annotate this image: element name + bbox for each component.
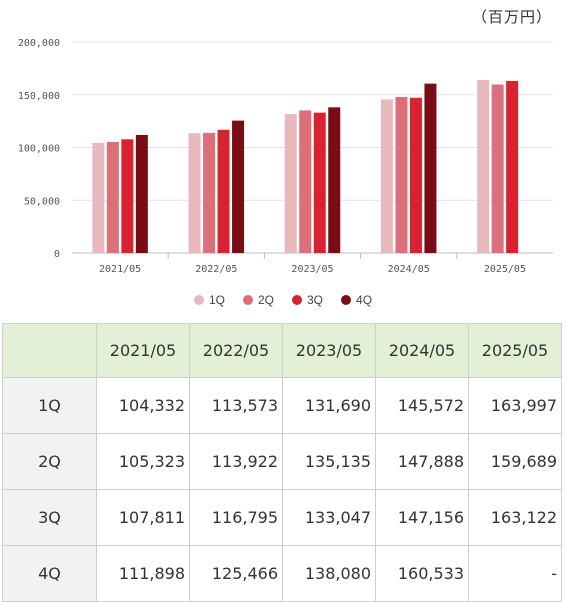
table-cell: 147,156 <box>375 489 469 546</box>
y-tick-label: 0 <box>54 249 60 260</box>
table-row: 4Q 111,898 125,466 138,080 160,533 - <box>2 545 562 602</box>
row-header: 2Q <box>2 433 97 490</box>
bar-4q-2023-05 <box>328 107 341 254</box>
legend-label-2q: 2Q <box>257 293 274 307</box>
y-tick-label: 50,000 <box>24 196 60 207</box>
table-cell: 113,922 <box>189 433 283 490</box>
column-header: 2022/05 <box>189 323 283 378</box>
bar-3q-2024-05 <box>409 97 422 253</box>
row-header: 1Q <box>2 377 97 434</box>
bar-1q-2021-05 <box>92 142 105 253</box>
table-cell: 133,047 <box>282 489 376 546</box>
bar-1q-2023-05 <box>284 114 297 253</box>
table-row: 3Q 107,811 116,795 133,047 147,156 163,1… <box>2 489 562 546</box>
legend-label-3q: 3Q <box>307 293 324 307</box>
y-tick-label: 150,000 <box>18 91 60 102</box>
row-header: 4Q <box>2 545 97 602</box>
table-cell: 125,466 <box>189 545 283 602</box>
x-tick-label: 2025/05 <box>484 264 526 275</box>
table-row: 1Q 104,332 113,573 131,690 145,572 163,9… <box>2 377 562 434</box>
table-cell: 111,898 <box>96 545 190 602</box>
bar-4q-2021-05 <box>135 134 148 253</box>
bar-3q-2022-05 <box>217 129 230 253</box>
legend-item-2q[interactable]: 2Q <box>242 293 274 307</box>
bar-1q-2024-05 <box>380 99 393 253</box>
table-cell: 160,533 <box>375 545 469 602</box>
table-cell: 145,572 <box>375 377 469 434</box>
bar-4q-2022-05 <box>232 120 245 254</box>
bar-2q-2022-05 <box>203 132 216 253</box>
legend-label-1q: 1Q <box>208 293 225 307</box>
column-header: 2025/05 <box>468 323 562 378</box>
table-cell: 104,332 <box>96 377 190 434</box>
bar-2q-2021-05 <box>106 141 119 253</box>
table-cell: 131,690 <box>282 377 376 434</box>
unit-label: （百万円） <box>471 9 552 26</box>
table-row: 2Q 105,323 113,922 135,135 147,888 159,6… <box>2 433 562 490</box>
table-cell: 159,689 <box>468 433 562 490</box>
legend-item-4q[interactable]: 4Q <box>341 293 372 307</box>
bar-3q-2025-05 <box>506 80 519 254</box>
table-cell: 163,997 <box>468 377 562 434</box>
column-header: 2023/05 <box>282 323 376 378</box>
legend-item-3q[interactable]: 3Q <box>292 293 323 307</box>
table-cell: 107,811 <box>96 489 190 546</box>
legend-item-1q[interactable]: 1Q <box>193 293 225 307</box>
table-corner-cell <box>2 323 97 378</box>
table-cell: 105,323 <box>96 433 190 490</box>
bar-2q-2024-05 <box>395 96 408 254</box>
bar-3q-2021-05 <box>121 139 134 253</box>
y-tick-label: 100,000 <box>18 144 60 155</box>
bar-2q-2023-05 <box>299 110 312 253</box>
table-cell: - <box>468 545 562 602</box>
bar-1q-2025-05 <box>477 79 490 254</box>
legend-marker-1q <box>193 295 204 305</box>
table-cell: 147,888 <box>375 433 469 490</box>
bar-1q-2022-05 <box>188 133 201 253</box>
x-tick-label: 2024/05 <box>388 264 430 275</box>
row-header: 3Q <box>2 489 97 546</box>
legend-marker-3q <box>292 295 302 305</box>
bar-3q-2023-05 <box>313 112 326 254</box>
x-tick-label: 2023/05 <box>291 264 333 275</box>
table-cell: 116,795 <box>189 489 283 546</box>
chart-legend: 1Q 2Q 3Q 4Q <box>0 293 566 307</box>
legend-label-4q: 4Q <box>356 293 373 307</box>
x-tick-label: 2022/05 <box>195 264 237 275</box>
bar-2q-2025-05 <box>491 84 504 253</box>
table-cell: 138,080 <box>282 545 376 602</box>
bar-chart: 200,000 150,000 100,000 50,000 0 2021/05 2022/… <box>18 38 553 275</box>
table-cell: 163,122 <box>468 489 562 546</box>
table-header-row: 2021/05 2022/05 2023/05 2024/05 2025/05 <box>2 323 562 378</box>
x-tick-label: 2021/05 <box>99 264 141 275</box>
bar-4q-2024-05 <box>424 83 437 253</box>
column-header: 2024/05 <box>375 323 469 378</box>
legend-marker-4q <box>341 295 352 305</box>
data-table: 2021/05 2022/05 2023/05 2024/05 2025/05 … <box>2 323 562 602</box>
legend-marker-2q <box>242 295 253 305</box>
column-header: 2021/05 <box>96 323 190 378</box>
table-cell: 113,573 <box>189 377 283 434</box>
table-cell: 135,135 <box>282 433 376 490</box>
y-tick-label: 200,000 <box>18 38 60 49</box>
